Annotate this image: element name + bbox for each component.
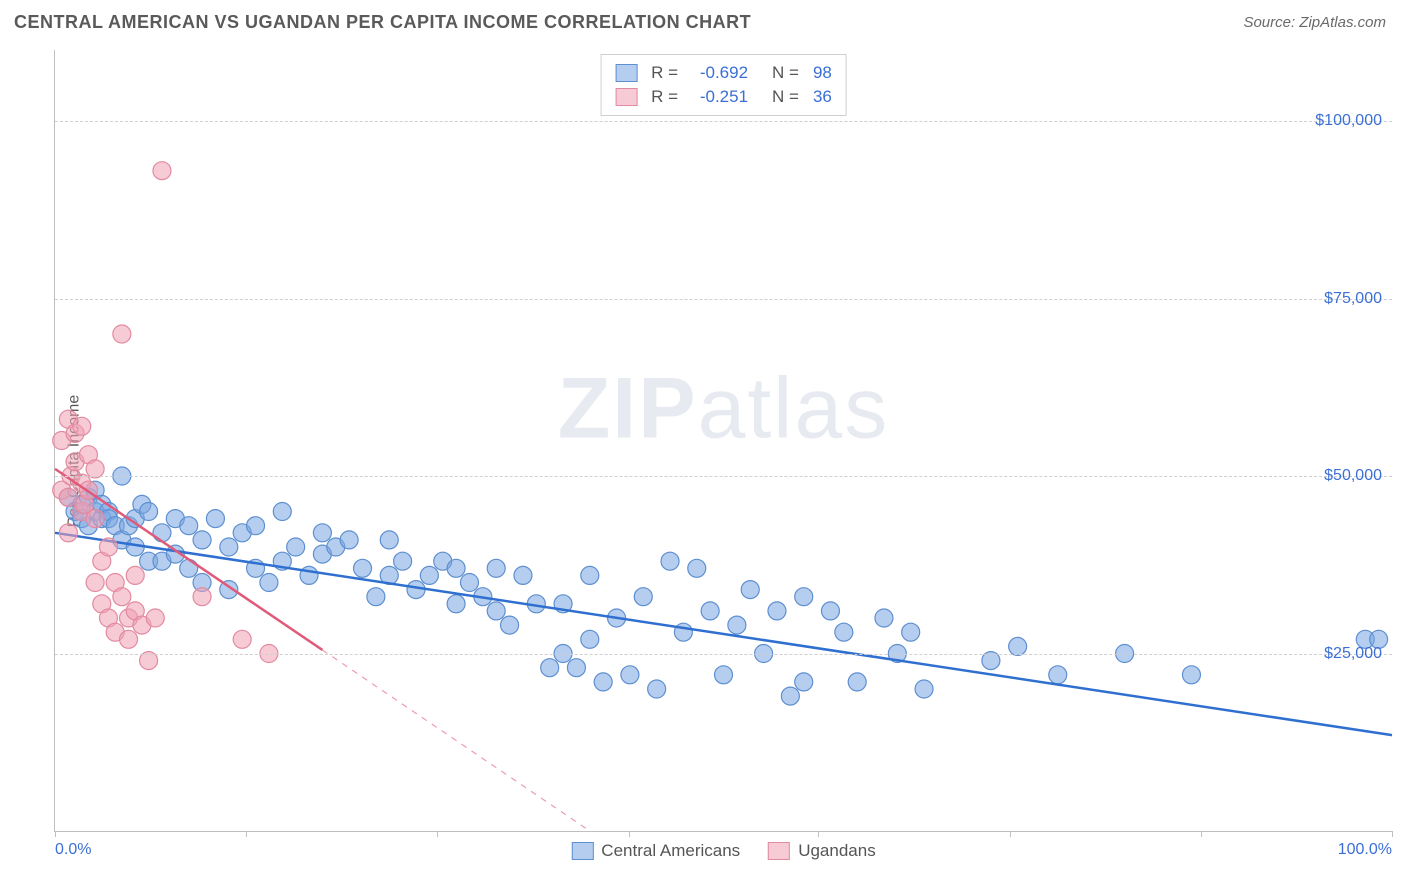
data-point xyxy=(781,687,799,705)
data-point xyxy=(233,630,251,648)
data-point xyxy=(594,673,612,691)
data-point xyxy=(180,559,198,577)
data-point xyxy=(260,574,278,592)
data-point xyxy=(1182,666,1200,684)
x-tick xyxy=(246,831,247,837)
data-point xyxy=(73,417,91,435)
data-point xyxy=(715,666,733,684)
data-point xyxy=(541,659,559,677)
data-point xyxy=(902,623,920,641)
y-tick-label: $75,000 xyxy=(1324,290,1382,308)
data-point xyxy=(634,588,652,606)
source-attribution: Source: ZipAtlas.com xyxy=(1243,14,1386,31)
x-tick xyxy=(1010,831,1011,837)
data-point xyxy=(59,524,77,542)
data-point xyxy=(340,531,358,549)
x-axis-label-right: 100.0% xyxy=(1338,841,1392,859)
legend-swatch xyxy=(571,842,593,860)
data-point xyxy=(247,517,265,535)
data-point xyxy=(113,325,131,343)
x-axis-label-left: 0.0% xyxy=(55,841,91,859)
data-point xyxy=(701,602,719,620)
data-point xyxy=(99,538,117,556)
data-point xyxy=(447,559,465,577)
plot-svg xyxy=(55,50,1392,831)
x-tick xyxy=(629,831,630,837)
data-point xyxy=(581,630,599,648)
data-point xyxy=(59,488,77,506)
data-point xyxy=(206,510,224,528)
x-tick xyxy=(437,831,438,837)
data-point xyxy=(126,566,144,584)
legend-label: Central Americans xyxy=(601,841,740,861)
data-point xyxy=(120,630,138,648)
x-tick xyxy=(1201,831,1202,837)
gridline-y xyxy=(55,121,1392,122)
data-point xyxy=(501,616,519,634)
series-legend: Central Americans Ugandans xyxy=(571,841,875,861)
plot-area: ZIPatlas R =-0.692N =98R =-0.251N =36 Ce… xyxy=(54,50,1392,832)
data-point xyxy=(313,524,331,542)
data-point xyxy=(193,588,211,606)
data-point xyxy=(1049,666,1067,684)
data-point xyxy=(728,616,746,634)
data-point xyxy=(875,609,893,627)
data-point xyxy=(367,588,385,606)
chart-title: CENTRAL AMERICAN VS UGANDAN PER CAPITA I… xyxy=(14,12,751,33)
data-point xyxy=(180,517,198,535)
legend-item: Ugandans xyxy=(768,841,876,861)
data-point xyxy=(354,559,372,577)
legend-item: Central Americans xyxy=(571,841,740,861)
x-tick xyxy=(818,831,819,837)
data-point xyxy=(220,538,238,556)
data-point xyxy=(741,581,759,599)
x-tick xyxy=(1392,831,1393,837)
data-point xyxy=(420,566,438,584)
legend-swatch xyxy=(768,842,790,860)
data-point xyxy=(86,574,104,592)
data-point xyxy=(140,503,158,521)
y-tick-label: $100,000 xyxy=(1315,112,1382,130)
data-point xyxy=(193,531,211,549)
data-point xyxy=(447,595,465,613)
gridline-y xyxy=(55,299,1392,300)
data-point xyxy=(86,510,104,528)
data-point xyxy=(380,531,398,549)
data-point xyxy=(648,680,666,698)
legend-label: Ugandans xyxy=(798,841,876,861)
chart-container: Per Capita Income ZIPatlas R =-0.692N =9… xyxy=(14,50,1392,872)
data-point xyxy=(273,503,291,521)
y-tick-label: $25,000 xyxy=(1324,645,1382,663)
data-point xyxy=(621,666,639,684)
data-point xyxy=(835,623,853,641)
data-point xyxy=(153,524,171,542)
data-point xyxy=(287,538,305,556)
data-point xyxy=(146,609,164,627)
y-tick-label: $50,000 xyxy=(1324,467,1382,485)
data-point xyxy=(487,602,505,620)
data-point xyxy=(848,673,866,691)
data-point xyxy=(768,602,786,620)
data-point xyxy=(795,673,813,691)
gridline-y xyxy=(55,654,1392,655)
gridline-y xyxy=(55,476,1392,477)
data-point xyxy=(821,602,839,620)
data-point xyxy=(394,552,412,570)
data-point xyxy=(514,566,532,584)
x-tick xyxy=(55,831,56,837)
data-point xyxy=(113,588,131,606)
data-point xyxy=(581,566,599,584)
data-point xyxy=(460,574,478,592)
data-point xyxy=(915,680,933,698)
trend-line xyxy=(55,533,1392,735)
data-point xyxy=(688,559,706,577)
data-point xyxy=(661,552,679,570)
data-point xyxy=(487,559,505,577)
data-point xyxy=(153,162,171,180)
data-point xyxy=(567,659,585,677)
data-point xyxy=(795,588,813,606)
